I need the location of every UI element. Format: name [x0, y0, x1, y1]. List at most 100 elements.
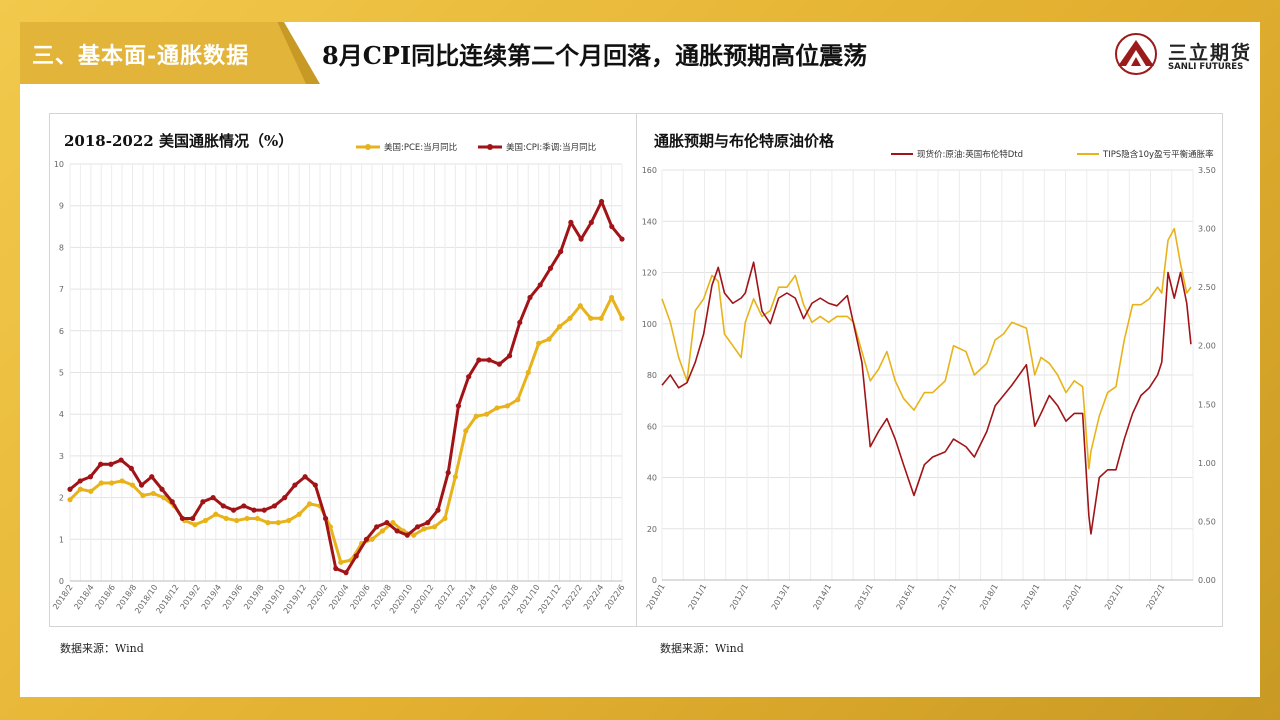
y2-tick-label: 1.50: [1198, 400, 1216, 409]
data-point: [452, 474, 458, 480]
data-point: [169, 499, 175, 505]
y-tick-label: 4: [59, 410, 64, 419]
chart2-title: 通胀预期与布伦特原油价格: [654, 132, 835, 150]
data-point: [445, 469, 451, 476]
data-point: [577, 303, 583, 309]
data-point: [119, 478, 125, 484]
data-point: [558, 248, 564, 255]
legend-label: 现货价:原油:英国布伦特Dtd: [917, 149, 1023, 160]
data-point: [230, 507, 237, 513]
source-note-right: 数据来源：Wind: [660, 642, 744, 655]
data-point: [486, 357, 492, 363]
data-point: [363, 536, 370, 542]
data-point: [463, 428, 469, 434]
x-tick-label: 2019/1: [1020, 583, 1042, 612]
x-tick-label: 2022/1: [1145, 583, 1167, 612]
data-point: [77, 478, 83, 484]
y-tick-label: 140: [642, 217, 657, 226]
section-tab: [20, 22, 306, 84]
data-point: [379, 528, 386, 534]
data-point: [598, 315, 604, 321]
data-point: [190, 515, 196, 522]
data-point: [322, 515, 329, 522]
y-tick-label: 120: [642, 269, 657, 278]
data-point: [265, 520, 271, 526]
x-tick-label: 2020/1: [1061, 583, 1083, 612]
data-point: [455, 403, 462, 409]
chart-panel-oil: [636, 113, 1223, 627]
data-point: [369, 536, 375, 542]
data-point: [494, 405, 500, 411]
data-point: [411, 532, 417, 538]
x-tick-label: 2021/6: [476, 583, 500, 611]
data-point: [588, 219, 594, 225]
x-tick-label: 2011/1: [687, 583, 709, 612]
y2-tick-label: 2.00: [1198, 342, 1216, 351]
y-tick-label: 1: [59, 535, 64, 544]
y-tick-label: 40: [647, 474, 657, 483]
data-point: [282, 495, 288, 501]
data-point: [338, 559, 344, 565]
data-point: [129, 482, 136, 488]
data-point: [98, 480, 104, 486]
data-point: [234, 517, 240, 524]
x-tick-label: 2021/2: [433, 583, 457, 611]
legend-label: 美国:PCE:当月同比: [384, 142, 457, 153]
data-point: [435, 507, 441, 513]
data-point: [421, 526, 427, 532]
x-tick-label: 2020/6: [348, 583, 372, 611]
x-tick-label: 2010/1: [645, 583, 667, 612]
logo-text-en: SANLI FUTURES: [1168, 62, 1244, 72]
data-point: [390, 520, 396, 526]
chart1-title: 2018-2022 美国通胀情况（%）: [64, 132, 294, 150]
data-point: [425, 520, 431, 526]
data-point: [261, 507, 267, 513]
section-title: 三、基本面-通胀数据: [32, 43, 250, 69]
data-point: [223, 515, 229, 522]
y-tick-label: 8: [59, 243, 64, 252]
data-point: [517, 319, 523, 326]
data-point: [598, 198, 605, 205]
x-tick-label: 2021/4: [455, 583, 479, 611]
data-point: [128, 465, 134, 472]
data-point: [275, 520, 281, 526]
x-tick-label: 2022/2: [561, 583, 585, 611]
x-tick-label: 2013/1: [770, 583, 792, 612]
data-point: [244, 515, 250, 522]
data-point: [192, 522, 198, 528]
y-tick-label: 60: [647, 422, 657, 431]
data-point: [108, 461, 114, 467]
data-point: [546, 336, 552, 342]
data-point: [292, 482, 298, 488]
data-point: [159, 486, 165, 492]
x-tick-label: 2016/1: [895, 583, 917, 612]
data-point: [578, 236, 584, 242]
x-tick-label: 2019/4: [200, 583, 224, 611]
y-tick-label: 2: [59, 494, 64, 503]
data-point: [374, 524, 380, 530]
data-point: [302, 474, 308, 480]
series-line-brent: [661, 261, 1192, 535]
page-title: 8月CPI同比连续第二个月回落，通胀预期高位震荡: [322, 41, 868, 70]
data-point: [484, 411, 490, 417]
data-point: [202, 517, 208, 524]
data-point: [200, 499, 206, 505]
x-tick-label: 2021/1: [1103, 583, 1125, 612]
data-point: [161, 495, 167, 501]
logo-text-cn: 三立期货: [1168, 42, 1253, 64]
x-tick-label: 2018/4: [72, 583, 96, 611]
data-point: [442, 515, 448, 522]
y-tick-label: 20: [647, 525, 657, 534]
data-point: [404, 532, 410, 538]
data-point: [333, 565, 339, 572]
data-point: [343, 570, 349, 576]
data-point: [619, 236, 625, 242]
data-point: [67, 486, 73, 492]
x-tick-label: 2018/6: [94, 583, 118, 611]
x-tick-label: 2022/6: [603, 583, 627, 611]
data-point: [88, 488, 94, 494]
data-point: [394, 528, 400, 534]
data-point: [220, 503, 226, 509]
data-point: [414, 524, 421, 530]
data-point: [547, 265, 554, 271]
